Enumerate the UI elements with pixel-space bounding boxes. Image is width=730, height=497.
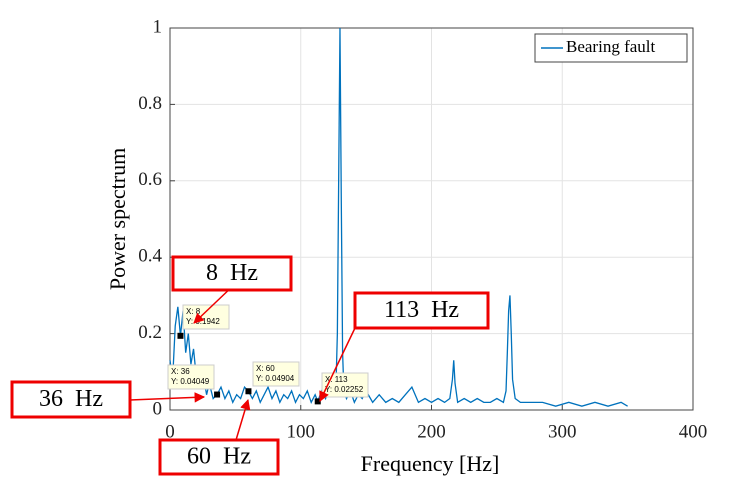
y-tick-label: 0.6 xyxy=(138,169,162,190)
datatip-x: X: 113 xyxy=(325,375,348,384)
y-tick-label: 0.4 xyxy=(138,246,162,267)
datatip-y: Y: 0.04904 xyxy=(256,374,295,383)
datatip-box xyxy=(252,361,300,387)
datatip-y: Y: 0.02252 xyxy=(325,385,364,394)
x-tick-label: 0 xyxy=(165,421,175,442)
annotation-arrow xyxy=(235,398,251,441)
x-tick-label: 400 xyxy=(679,421,708,442)
axes-box xyxy=(169,27,694,411)
datatip-y: Y: 0.04049 xyxy=(171,377,210,386)
datatip-y: Y: 0.1942 xyxy=(186,317,220,326)
x-tick-label: 300 xyxy=(548,421,577,442)
datatip-x: X: 8 xyxy=(186,307,201,316)
annotation-arrow xyxy=(129,392,206,403)
annotation-label: 36 Hz xyxy=(39,386,103,412)
annotation-box xyxy=(353,291,490,330)
annotation-arrow xyxy=(319,327,356,402)
y-tick-label: 1 xyxy=(153,16,163,37)
datatip-x: X: 60 xyxy=(256,364,275,373)
x-tick-label: 200 xyxy=(417,421,446,442)
datatip-marker xyxy=(245,388,252,395)
datatip-marker xyxy=(177,332,184,339)
annotation-box xyxy=(158,438,280,476)
x-tick-label: 100 xyxy=(287,421,316,442)
datatip-marker xyxy=(314,398,321,405)
annotation-label: 113 Hz xyxy=(384,297,459,323)
datatip-box xyxy=(321,372,369,398)
y-axis-label: Power spectrum xyxy=(105,148,130,290)
datatip-box xyxy=(182,304,230,330)
annotation-label: 60 Hz xyxy=(187,444,251,470)
y-tick-label: 0.8 xyxy=(138,93,162,114)
annotation-box xyxy=(10,380,132,419)
legend-label: Bearing fault xyxy=(566,37,655,56)
annotation-box xyxy=(171,255,293,292)
y-tick-label: 0.2 xyxy=(138,322,162,343)
y-tick-label: 0 xyxy=(153,398,163,419)
datatip-marker xyxy=(214,391,221,398)
x-axis-label: Frequency [Hz] xyxy=(361,451,500,476)
datatip-box xyxy=(167,364,215,390)
annotation-label: 8 Hz xyxy=(206,260,258,286)
datatip-x: X: 36 xyxy=(171,367,190,376)
